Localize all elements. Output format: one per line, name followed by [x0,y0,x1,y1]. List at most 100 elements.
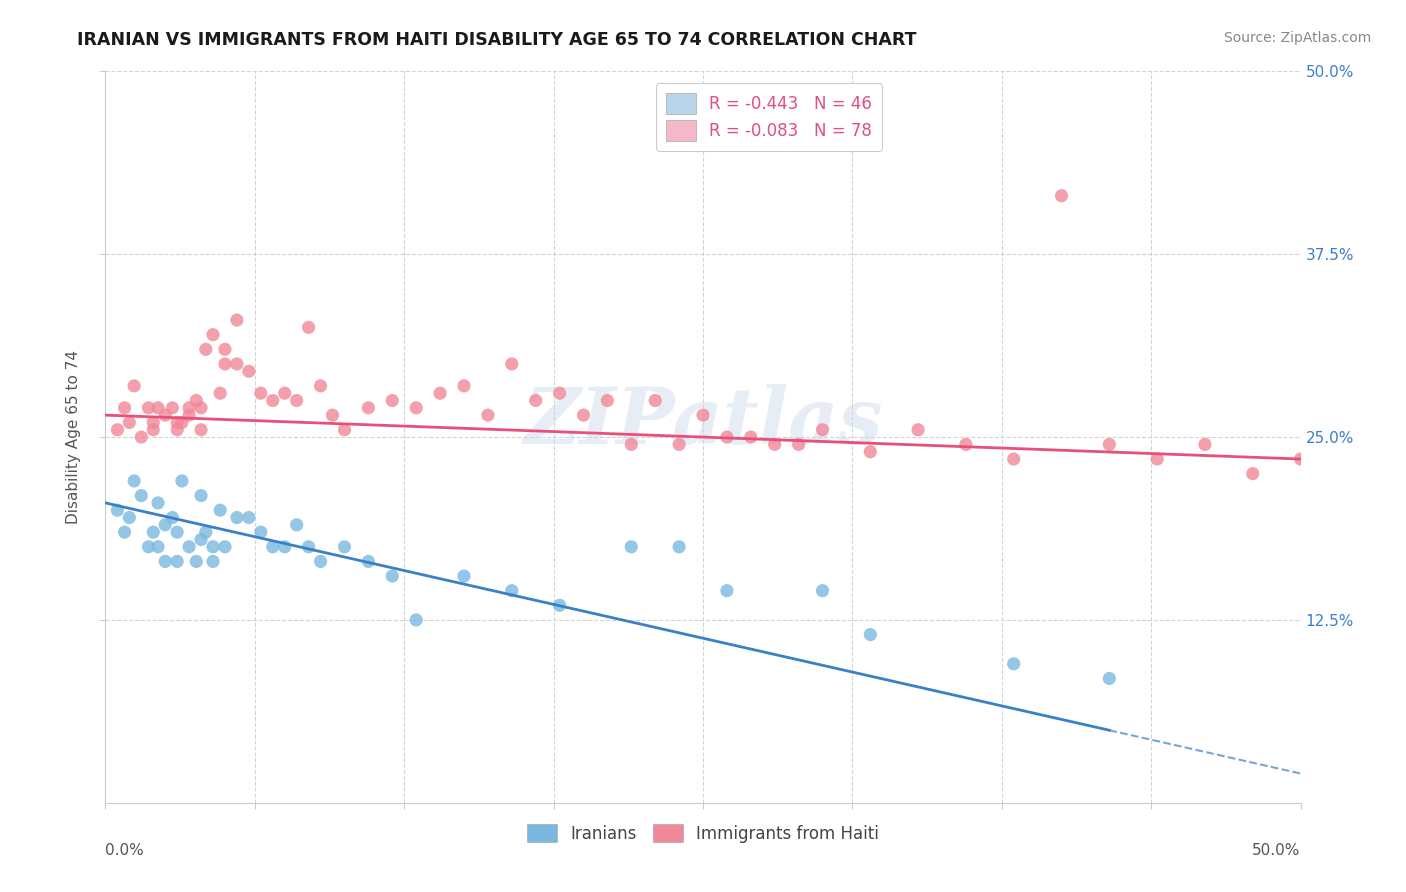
Point [859,444,882,458]
Point [194,525,217,540]
Point [955,437,977,451]
Point [333,540,356,554]
Point [190,533,212,547]
Point [142,525,165,540]
Point [194,343,217,357]
Point [524,393,547,408]
Point [142,416,165,430]
Point [209,503,232,517]
Point [190,489,212,503]
Point [381,569,404,583]
Point [273,386,295,401]
Point [166,554,188,568]
Point [177,408,201,422]
Point [298,320,321,334]
Point [262,540,284,554]
Point [129,489,153,503]
Point [321,408,344,422]
Point [1241,467,1264,481]
Point [859,627,882,641]
Point [620,437,643,451]
Text: Source: ZipAtlas.com: Source: ZipAtlas.com [1223,31,1371,45]
Point [170,416,193,430]
Point [309,554,332,568]
Point [129,430,153,444]
Text: 50.0%: 50.0% [1253,843,1301,858]
Point [644,393,666,408]
Point [309,379,332,393]
Point [1002,452,1025,467]
Point [166,423,188,437]
Point [811,583,834,598]
Point [118,510,141,524]
Point [177,540,201,554]
Point [107,423,129,437]
Point [146,540,169,554]
Point [170,474,193,488]
Point [214,357,236,371]
Point [225,510,249,524]
Point [186,554,208,568]
Point [596,393,619,408]
Point [716,430,738,444]
Point [668,437,690,451]
Text: 0.0%: 0.0% [105,843,145,858]
Point [548,599,571,613]
Point [209,386,232,401]
Point [1050,188,1073,202]
Point [548,386,571,401]
Point [381,393,404,408]
Point [238,510,260,524]
Point [177,401,201,415]
Point [1289,452,1312,467]
Point [740,430,762,444]
Point [285,517,308,532]
Point [202,327,225,342]
Point [190,401,212,415]
Point [186,393,208,408]
Point [214,540,236,554]
Point [166,525,188,540]
Point [114,401,136,415]
Point [153,517,177,532]
Point [668,540,690,554]
Point [763,437,786,451]
Point [429,386,451,401]
Point [146,496,169,510]
Point [142,423,165,437]
Point [114,525,136,540]
Point [405,613,427,627]
Y-axis label: Disability Age 65 to 74: Disability Age 65 to 74 [66,350,82,524]
Point [285,393,308,408]
Point [716,583,738,598]
Point [138,540,160,554]
Point [202,540,225,554]
Point [357,554,380,568]
Point [202,554,225,568]
Point [811,423,834,437]
Point [138,401,160,415]
Point [333,423,356,437]
Point [572,408,595,422]
Point [787,437,810,451]
Point [250,525,273,540]
Point [238,364,260,378]
Point [162,510,184,524]
Point [118,416,141,430]
Point [122,379,145,393]
Point [1146,452,1168,467]
Point [1098,672,1121,686]
Point [153,554,177,568]
Point [907,423,929,437]
Point [405,401,427,415]
Point [298,540,321,554]
Point [146,401,169,415]
Point [166,416,188,430]
Point [262,393,284,408]
Point [1194,437,1216,451]
Point [107,503,129,517]
Point [501,357,523,371]
Point [214,343,236,357]
Point [692,408,714,422]
Point [1002,657,1025,671]
